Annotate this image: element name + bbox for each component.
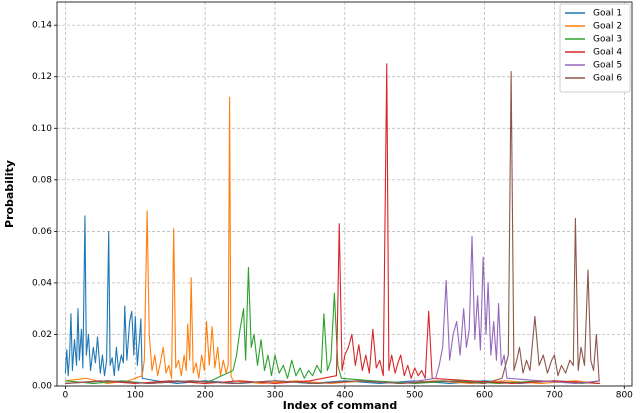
legend: Goal 1 Goal 2 Goal 3 Goal 4 Goal 5 Goal 6 <box>559 3 631 93</box>
y-tick-label: 0.12 <box>32 72 52 82</box>
x-tick-label: 100 <box>127 391 144 401</box>
x-axis-label: Index of command <box>283 399 398 412</box>
y-tick-label: 0.14 <box>32 21 52 31</box>
legend-label: Goal 5 <box>593 61 622 71</box>
legend-label: Goal 1 <box>593 9 622 19</box>
y-tick-label: 0.00 <box>32 382 52 392</box>
y-tick-label: 0.04 <box>32 278 52 288</box>
x-tick-label: 500 <box>406 391 423 401</box>
data-line <box>65 63 600 384</box>
legend-label: Goal 2 <box>593 22 622 32</box>
x-tick-label: 700 <box>546 391 563 401</box>
legend-label: Goal 4 <box>593 48 622 58</box>
y-tick-label: 0.02 <box>32 330 52 340</box>
data-line <box>65 71 600 384</box>
y-tick-label: 0.06 <box>32 227 52 237</box>
x-tick-label: 0 <box>63 391 69 401</box>
y-tick-label: 0.10 <box>32 124 52 134</box>
x-tick-label: 400 <box>336 391 353 401</box>
y-tick-label: 0.08 <box>32 175 52 185</box>
data-line <box>65 96 600 384</box>
x-tick-label: 800 <box>616 391 633 401</box>
x-tick-label: 200 <box>197 391 214 401</box>
legend-label: Goal 3 <box>593 35 622 45</box>
data-line <box>65 266 600 384</box>
legend-label: Goal 6 <box>593 74 622 84</box>
plot-frame <box>56 1 633 387</box>
x-tick-label: 600 <box>476 391 493 401</box>
x-tick-label: 300 <box>266 391 283 401</box>
y-axis-label: Probability <box>3 160 16 228</box>
